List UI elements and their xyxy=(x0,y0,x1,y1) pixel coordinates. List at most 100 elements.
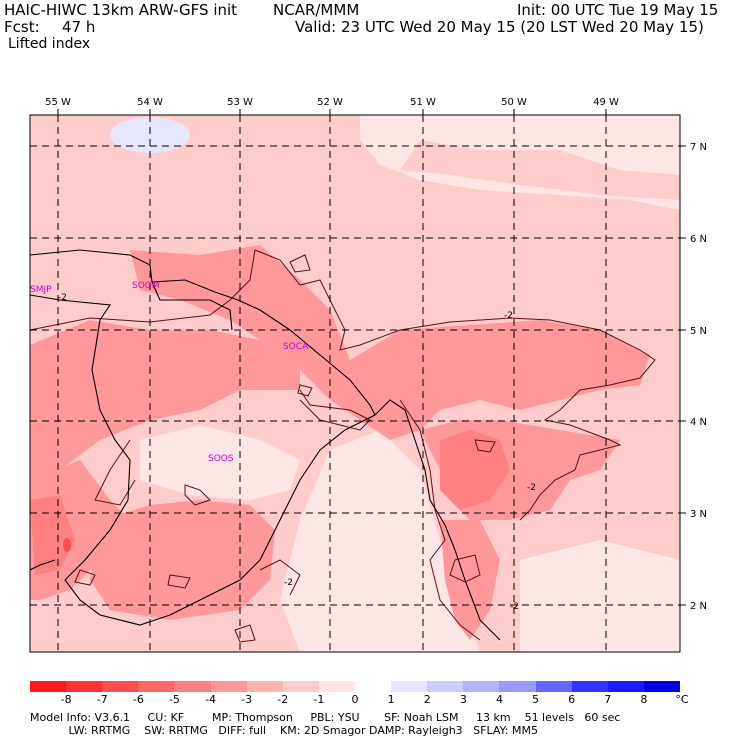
color-scale-cell xyxy=(391,681,428,692)
western-peak xyxy=(63,538,71,552)
unit-label: °C xyxy=(675,693,689,706)
lon-label: 53 W xyxy=(227,97,253,108)
color-scale-cell xyxy=(102,681,139,692)
color-scale-cell xyxy=(535,681,573,692)
eastern-core xyxy=(440,430,510,510)
contour-label: -2 xyxy=(58,293,67,303)
color-scale-tick-label: -8 xyxy=(60,693,72,706)
color-scale-tick-label: -7 xyxy=(96,693,108,706)
graticule xyxy=(30,115,680,652)
color-scale-tick-label: 1 xyxy=(387,693,395,706)
color-scale-bar xyxy=(30,681,681,692)
color-scale-cell xyxy=(463,681,500,692)
color-scale-tick-label: 4 xyxy=(495,693,503,706)
color-scale-tick-label: 2 xyxy=(423,693,431,706)
lat-label: 5 N xyxy=(690,326,707,337)
org-label: NCAR/MMM xyxy=(273,1,360,19)
lat-label: 2 N xyxy=(690,601,707,612)
map-frame xyxy=(29,114,681,653)
lon-label: 51 W xyxy=(410,97,436,108)
north-shelf-area xyxy=(30,115,340,200)
western-core xyxy=(30,495,75,575)
station-soca: SOCA xyxy=(283,342,309,352)
northern-blue-cell xyxy=(110,117,190,153)
amapa-coast xyxy=(374,399,501,641)
station-soos: SOOS xyxy=(208,454,234,464)
northeast-band xyxy=(400,140,680,200)
contour-loop-2 xyxy=(94,439,136,506)
contour-label: -2 xyxy=(510,602,519,612)
longitude-labels: 55 W 54 W 53 W 52 W 51 W 50 W 49 W xyxy=(45,97,619,108)
lat-label: 3 N xyxy=(690,509,707,520)
color-scale-tick-label: -2 xyxy=(277,693,289,706)
color-scale-cell xyxy=(174,681,212,692)
init-time: Init: 00 UTC Tue 19 May 15 xyxy=(517,1,719,19)
central-light-area xyxy=(140,425,300,500)
lon-label: 55 W xyxy=(45,97,71,108)
station-labels: SMJP SOGM SOCA SOOS xyxy=(30,281,309,464)
border-fragment xyxy=(29,559,56,571)
lat-label: 6 N xyxy=(690,234,707,245)
lon-label: 50 W xyxy=(501,97,527,108)
color-scale-tick-label: 8 xyxy=(640,693,648,706)
color-scale-cell xyxy=(571,681,609,692)
color-scale-cell xyxy=(643,681,681,692)
western-strong-area xyxy=(30,320,300,480)
color-scale-tick-label: -4 xyxy=(205,693,217,706)
contour-loop-6 xyxy=(449,554,481,583)
forecast-label: Fcst: xyxy=(4,18,40,36)
contour-main xyxy=(29,249,656,521)
southeast-light-area xyxy=(520,540,680,652)
color-scale-cell xyxy=(499,681,537,692)
axis-ticks xyxy=(57,109,686,606)
lat-label: 4 N xyxy=(690,417,707,428)
color-scale-cell xyxy=(427,681,464,692)
contour-loop-5 xyxy=(167,574,191,589)
color-scale-cell xyxy=(246,681,284,692)
color-scale-tick-label: -1 xyxy=(313,693,325,706)
lat-label: 7 N xyxy=(690,142,707,153)
coastline xyxy=(29,249,376,416)
color-scale-tick-label: 6 xyxy=(568,693,576,706)
model-info-line-2: LW: RRTMG SW: RRTMG DIFF: full KM: 2D Sm… xyxy=(30,724,538,737)
contour-loop-7 xyxy=(474,439,496,453)
color-scale-tick-label: 3 xyxy=(459,693,467,706)
color-scale-cell xyxy=(318,681,356,692)
color-scale-tick-label: 0 xyxy=(351,693,359,706)
contour-label: -2 xyxy=(504,311,513,321)
color-scale-tick-label: -3 xyxy=(241,693,253,706)
contour-loop-1 xyxy=(299,389,371,431)
color-scale-cell xyxy=(355,681,392,692)
model-info-line-1: Model Info: V3.6.1 CU: KF MP: Thompson P… xyxy=(30,711,621,724)
color-scale-tick-label: -5 xyxy=(168,693,180,706)
station-sogm: SOGM xyxy=(132,281,160,291)
contour-loop-9 xyxy=(289,254,311,273)
color-scale-cell xyxy=(138,681,175,692)
contour-label: -2 xyxy=(284,578,293,588)
south-strong-area xyxy=(90,500,275,620)
contour-loop-8 xyxy=(297,384,313,397)
river-border xyxy=(151,281,233,331)
color-scale-tick-label: 5 xyxy=(532,693,540,706)
station-smjp: SMJP xyxy=(30,285,52,295)
forecast-hour: 47 h xyxy=(62,18,96,36)
color-scale-cell xyxy=(66,681,103,692)
color-scale-cell xyxy=(282,681,320,692)
contour-arc xyxy=(259,559,301,596)
contour-loop-4 xyxy=(74,569,96,586)
contour-loop-10 xyxy=(234,624,256,643)
field-name: Lifted index xyxy=(8,36,91,52)
latitude-labels: 7 N 6 N 5 N 4 N 3 N 2 N xyxy=(690,142,707,612)
lon-label: 49 W xyxy=(593,97,619,108)
coastal-strong-area xyxy=(130,245,650,440)
model-title: HAIC-HIWC 13km ARW-GFS init xyxy=(4,1,238,19)
color-scale-cell xyxy=(210,681,248,692)
color-scale-cell xyxy=(30,681,67,692)
color-scale-cell xyxy=(607,681,645,692)
contour-loop-3 xyxy=(184,484,211,506)
color-scale-tick-label: 7 xyxy=(604,693,612,706)
contour-label: -2 xyxy=(527,483,536,493)
lon-label: 54 W xyxy=(137,97,163,108)
valid-time: Valid: 23 UTC Wed 20 May 15 (20 LST Wed … xyxy=(295,18,704,36)
